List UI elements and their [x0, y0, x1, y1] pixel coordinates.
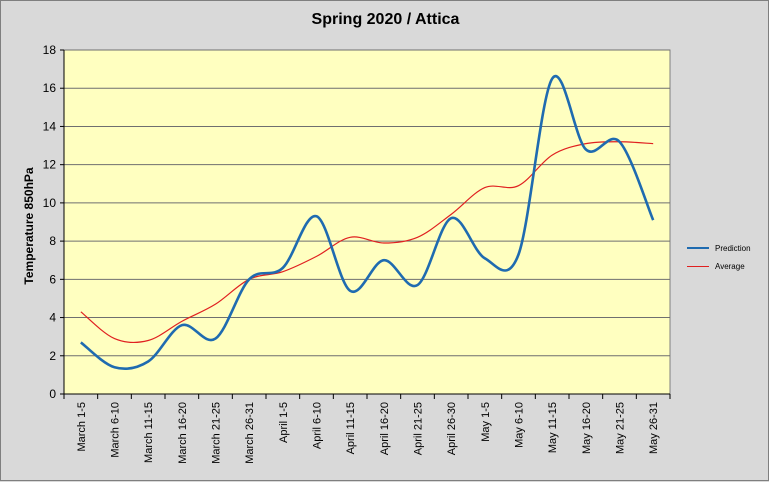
y-tick-label: 4 — [49, 311, 56, 325]
x-tick-label: April 11-15 — [345, 402, 357, 454]
x-tick-label: May 26-31 — [648, 402, 660, 454]
x-tick-label: March 11-15 — [143, 402, 155, 463]
x-tick-label: April 1-5 — [278, 402, 290, 443]
legend-swatch-prediction — [687, 247, 709, 249]
x-tick-label: March 6-10 — [110, 402, 122, 458]
y-tick-label: 14 — [43, 119, 57, 133]
x-tick-label: May 1-5 — [480, 402, 492, 442]
legend: Prediction Average — [687, 239, 751, 275]
y-tick-label: 12 — [43, 158, 57, 172]
y-axis-label: Temperature 850hPa — [22, 167, 36, 285]
legend-swatch-average — [687, 265, 709, 267]
series-line-prediction — [80, 74, 655, 370]
x-tick-label: May 21-25 — [615, 402, 627, 454]
x-tick-label: March 16-20 — [177, 402, 189, 464]
y-tick-label: 6 — [49, 272, 56, 286]
x-tick-label: March 26-31 — [244, 402, 256, 464]
x-tick-label: March 1-5 — [76, 402, 88, 452]
x-tick-label: April 16-20 — [379, 402, 391, 455]
chart-title: Spring 2020 / Attica — [311, 11, 460, 28]
legend-item-prediction: Prediction — [687, 239, 751, 257]
legend-label-average: Average — [715, 261, 745, 271]
y-tick-label: 8 — [49, 234, 56, 248]
x-tick-label: May 16-20 — [581, 402, 593, 454]
y-tick-label: 0 — [49, 387, 56, 401]
legend-item-average: Average — [687, 257, 751, 275]
x-tick-label: April 26-30 — [446, 402, 458, 455]
x-tick-label: May 6-10 — [514, 402, 526, 448]
y-tick-label: 10 — [43, 196, 57, 210]
y-tick-label: 2 — [49, 349, 56, 363]
x-tick-label: May 11-15 — [547, 402, 559, 453]
series-line-average — [80, 141, 654, 344]
x-tick-label: March 21-25 — [211, 402, 223, 464]
y-tick-label: 18 — [43, 43, 57, 57]
x-tick-label: April 6-10 — [312, 402, 324, 449]
legend-label-prediction: Prediction — [715, 243, 751, 253]
y-tick-label: 16 — [43, 81, 57, 95]
x-tick-label: April 21-25 — [413, 402, 425, 455]
plot-background — [63, 49, 671, 395]
